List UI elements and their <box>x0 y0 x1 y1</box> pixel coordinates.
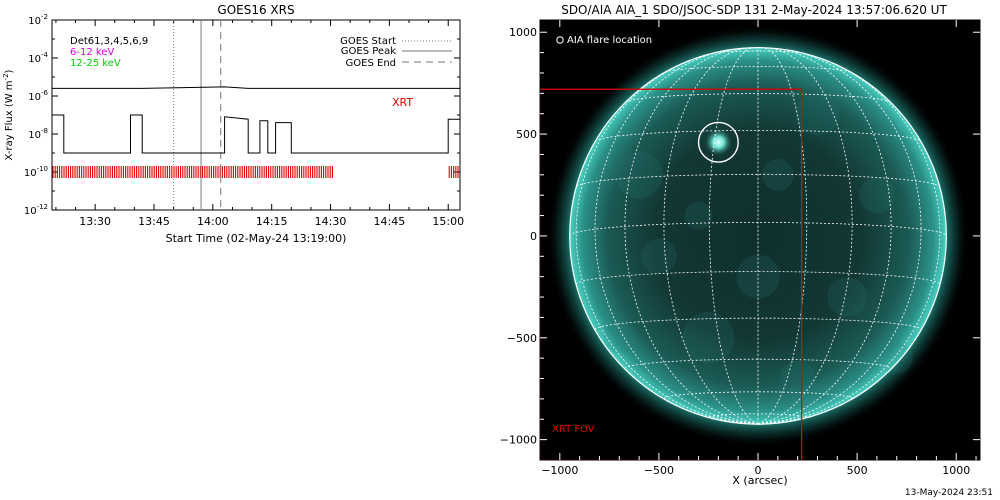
right-title: SDO/AIA AIA_1 SDO/JSOC-SDP 131 2-May-202… <box>561 3 947 17</box>
solar-texture-blob <box>684 201 713 230</box>
solar-texture-blob <box>761 158 794 191</box>
flare-location-circle <box>697 121 739 163</box>
legend-goes-start-label: GOES Start <box>340 36 396 47</box>
band2-label: 12-25 keV <box>70 58 121 69</box>
image-x-tick-label: 1000 <box>942 464 970 477</box>
left-y-tick-label: 10-10 <box>24 165 48 179</box>
xrt-coverage-markers <box>448 166 459 178</box>
grid-longitude-line <box>757 47 892 425</box>
solar-texture-blob <box>682 312 735 364</box>
left-x-tick-label: 13:30 <box>79 215 111 228</box>
image-x-tick-labels: −1000 −500 0 500 1000 <box>541 464 970 477</box>
grid-longitude-line <box>594 49 759 425</box>
image-x-tick-label: 0 <box>755 464 762 477</box>
detectors-label: Det61,3,4,5,6,9 <box>70 36 148 47</box>
xrt-fov-label: XRT FOV <box>552 424 595 435</box>
image-axis-ticks <box>540 20 980 460</box>
solar-texture-blob <box>736 254 780 299</box>
solar-texture-blob <box>641 238 677 275</box>
left-y-tick-label: 10-8 <box>28 127 48 141</box>
left-x-tick-label: 13:45 <box>138 215 170 228</box>
solar-texture-blob <box>779 360 816 397</box>
legend-goes-peak-label: GOES Peak <box>341 46 396 57</box>
left-y-tick-labels: 10-12 10-10 10-8 10-6 10-4 10-2 <box>24 13 49 217</box>
legend: GOES Start GOES Peak GOES End <box>340 36 452 69</box>
left-x-axis-label: Start Time (02-May-24 13:19:00) <box>166 232 347 245</box>
grid-latitude-line <box>575 271 941 285</box>
legend-goes-end-label: GOES End <box>346 58 396 69</box>
grid-latitude-line <box>576 173 940 187</box>
left-x-tick-label: 15:00 <box>432 215 464 228</box>
image-frame <box>539 19 981 461</box>
left-x-tick-label: 14:00 <box>197 215 229 228</box>
image-x-tick-label: −500 <box>644 464 674 477</box>
left-x-tick-label: 14:45 <box>374 215 406 228</box>
solar-texture-blob <box>880 342 913 375</box>
solar-texture-blob <box>603 321 636 354</box>
grid-longitude-line <box>757 47 853 425</box>
left-y-tick-label: 10-12 <box>24 203 48 217</box>
heliographic-grid <box>569 47 947 425</box>
left-title: GOES16 XRS <box>217 3 294 17</box>
grid-longitude-line <box>757 49 922 425</box>
footer-timestamp: 13-May-2024 23:51 <box>905 488 993 498</box>
grid-longitude-line <box>624 47 759 425</box>
solar-limb <box>569 47 947 425</box>
xrt-label: XRT <box>392 96 413 109</box>
flare-location-legend-label: AIA flare location <box>567 35 652 46</box>
goes-flux-series-2 <box>52 86 460 89</box>
aia-image-panel: SDO/AIA AIA_1 SDO/JSOC-SDP 131 2-May-202… <box>500 3 981 487</box>
left-x-tick-label: 14:15 <box>256 215 288 228</box>
grid-longitude-line <box>663 47 759 425</box>
image-y-tick-label: −1000 <box>500 434 537 447</box>
image-y-tick-label: 500 <box>516 128 537 141</box>
left-y-axis-label: X-ray Flux (W m-2) <box>2 69 15 160</box>
left-x-tick-label: 14:30 <box>315 215 347 228</box>
left-y-tick-label: 10-4 <box>28 51 48 65</box>
flare-location-legend-icon <box>556 36 564 44</box>
goes-flux-series-1 <box>52 114 460 154</box>
image-x-tick-label: 500 <box>847 464 868 477</box>
image-y-tick-label: 1000 <box>509 26 537 39</box>
left-x-tick-labels: 13:30 13:45 14:00 14:15 14:30 14:45 15:00 <box>79 215 464 228</box>
grid-longitude-line <box>575 55 759 425</box>
left-y-tick-label: 10-6 <box>28 89 48 103</box>
image-y-tick-label: −500 <box>507 332 537 345</box>
solar-texture-blob <box>615 151 663 199</box>
image-y-tick-labels: −1000 −500 0 500 1000 <box>500 26 537 446</box>
flare-glow <box>704 128 733 157</box>
left-y-tick-label: 10-2 <box>28 13 48 27</box>
left-axis-ticks <box>52 19 460 211</box>
xrt-fov-box <box>540 88 803 460</box>
solar-disk <box>569 47 947 425</box>
xrt-coverage-markers <box>52 166 333 178</box>
solar-texture-blob <box>827 277 868 317</box>
image-y-tick-label: 0 <box>530 230 537 243</box>
goes-xrs-panel: GOES16 XRS 10-12 10-10 10-8 10-6 10-4 10-2 13… <box>2 3 464 245</box>
goes-data-layer <box>52 20 460 210</box>
band1-label: 6-12 keV <box>70 47 114 58</box>
aia-image: XRT FOV AIA flare location <box>540 20 980 460</box>
solar-texture <box>603 91 913 397</box>
grid-latitude-line <box>594 129 922 142</box>
grid-longitude-line <box>757 55 941 425</box>
grid-latitude-line <box>625 93 891 103</box>
image-x-axis-label: X (arcsec) <box>732 474 787 487</box>
image-x-tick-label: −1000 <box>541 464 578 477</box>
solar-texture-blob <box>859 177 895 214</box>
grid-latitude-line <box>663 391 853 399</box>
